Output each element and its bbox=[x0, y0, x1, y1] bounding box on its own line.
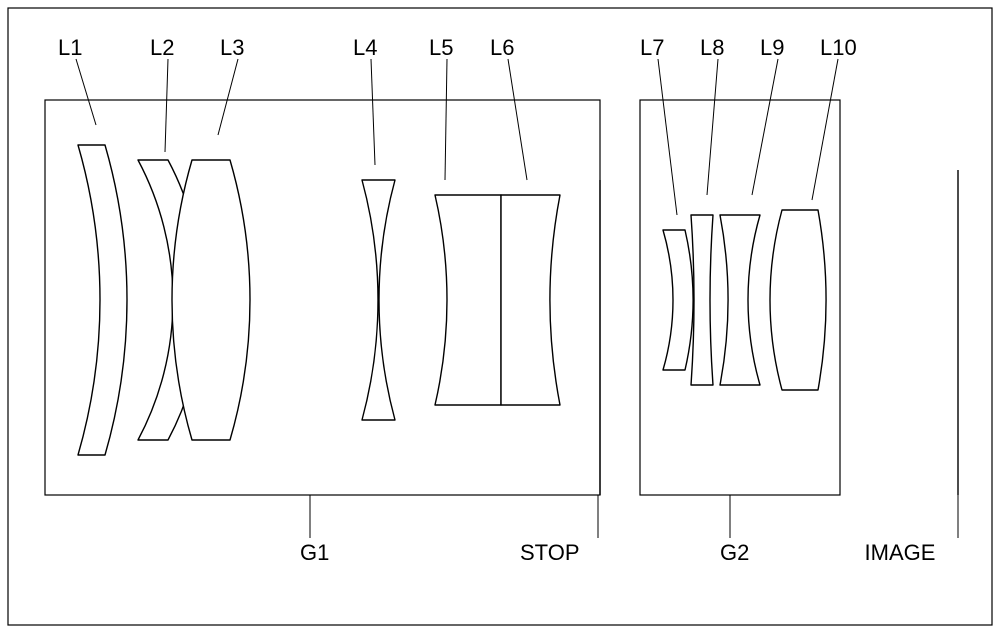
lens-l10 bbox=[770, 210, 826, 390]
leader-l3 bbox=[218, 59, 238, 135]
leader-l4 bbox=[371, 59, 375, 165]
leader-l7 bbox=[658, 59, 677, 215]
leader-l5 bbox=[445, 59, 447, 180]
label-l5: L5 bbox=[429, 35, 453, 60]
label-l7: L7 bbox=[640, 35, 664, 60]
label-l8: L8 bbox=[700, 35, 724, 60]
leader-l6 bbox=[508, 59, 527, 180]
lens-l4 bbox=[362, 180, 395, 420]
label-l3: L3 bbox=[220, 35, 244, 60]
leader-l10 bbox=[812, 59, 838, 200]
optical-layout-diagram: L1 L2 L3 L4 L5 L6 L7 L8 L9 L10 G1 G2 STOP IMAGE bbox=[0, 0, 1000, 633]
lens-l5 bbox=[435, 195, 501, 405]
label-l10: L10 bbox=[820, 35, 857, 60]
label-stop: STOP bbox=[520, 540, 580, 565]
lens-l3 bbox=[172, 160, 250, 440]
lens-l7 bbox=[663, 230, 693, 370]
leader-l9 bbox=[752, 59, 778, 195]
label-l1: L1 bbox=[58, 35, 82, 60]
lens-l9 bbox=[720, 215, 760, 385]
lens-l8 bbox=[691, 215, 713, 385]
lens-l1 bbox=[78, 145, 127, 455]
leader-l2 bbox=[165, 59, 168, 152]
label-l6: L6 bbox=[490, 35, 514, 60]
lens-l6 bbox=[501, 195, 560, 405]
label-l9: L9 bbox=[760, 35, 784, 60]
leader-l8 bbox=[707, 59, 718, 195]
label-g2: G2 bbox=[720, 540, 749, 565]
label-g1: G1 bbox=[300, 540, 329, 565]
leader-l1 bbox=[76, 59, 96, 125]
label-image: IMAGE bbox=[865, 540, 936, 565]
label-l4: L4 bbox=[353, 35, 377, 60]
label-l2: L2 bbox=[150, 35, 174, 60]
